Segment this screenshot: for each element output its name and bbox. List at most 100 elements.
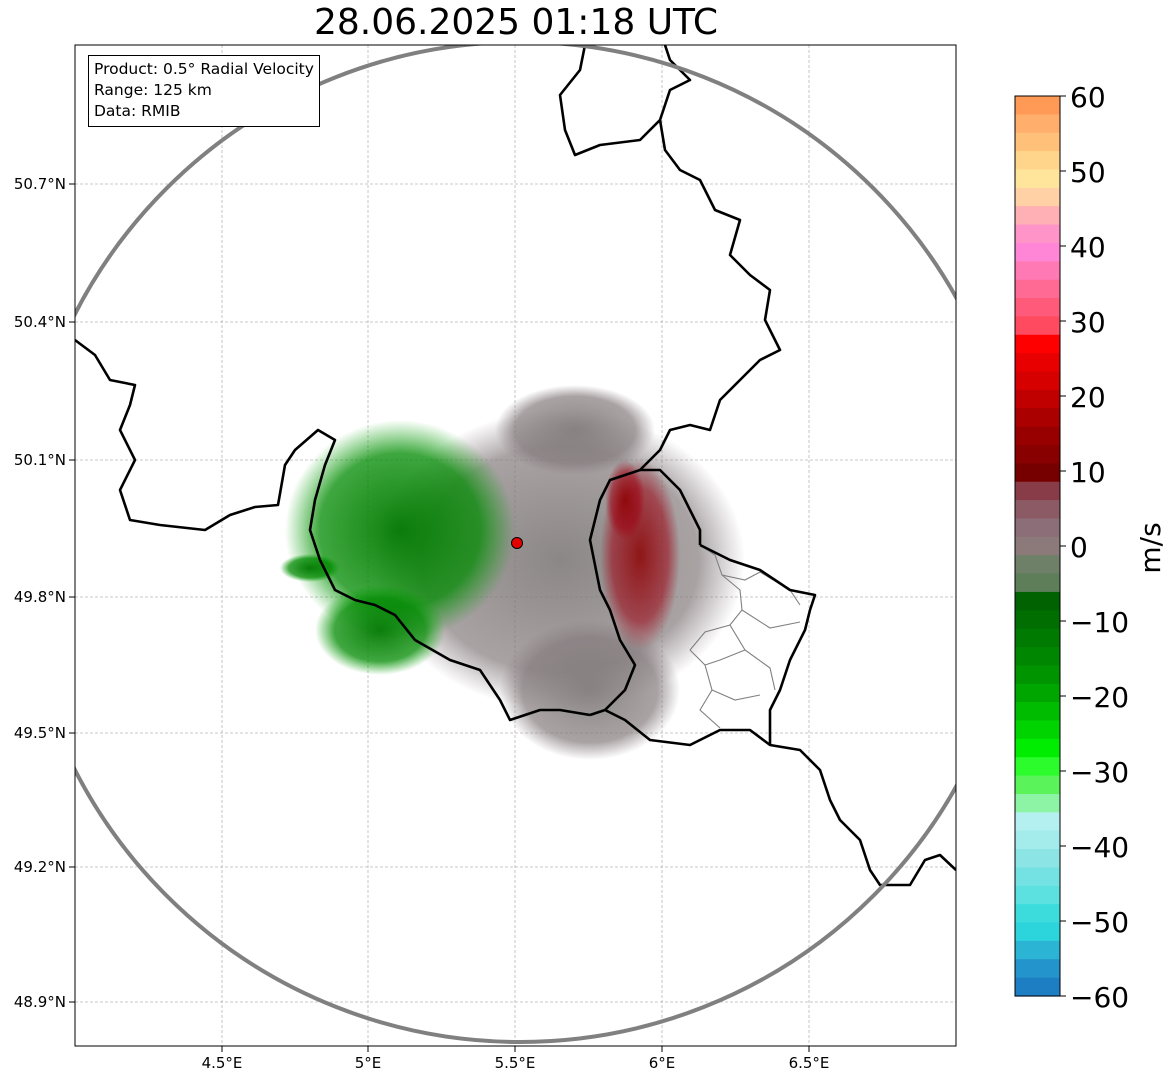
- colorbar-band: [1015, 775, 1060, 795]
- colorbar-band: [1015, 591, 1060, 611]
- colorbar-band: [1015, 793, 1060, 813]
- colorbar-band: [1015, 389, 1060, 409]
- colorbar-band: [1015, 738, 1060, 758]
- colorbar-tick-label: 50: [1070, 156, 1106, 189]
- colorbar-band: [1015, 151, 1060, 171]
- colorbar-band: [1015, 518, 1060, 538]
- border-lux-north: [640, 468, 702, 545]
- colorbar-tick-label: −20: [1070, 681, 1129, 714]
- lat-label: 50.7°N: [14, 175, 66, 193]
- colorbar-band: [1015, 371, 1060, 391]
- colorbar-tick-label: −60: [1070, 981, 1129, 1014]
- colorbar-tick-label: 20: [1070, 381, 1106, 414]
- colorbar-band: [1015, 426, 1060, 446]
- lat-labels: 50.7°N 50.4°N 50.1°N 49.8°N 49.5°N 49.2°…: [14, 175, 66, 1011]
- colorbar-tick-labels: 60 50 40 30 20 10 0 −10 −20 −30 −40 −50 …: [1070, 81, 1129, 1014]
- colorbar-tick-label: 0: [1070, 531, 1088, 564]
- colorbar-tick-label: −50: [1070, 906, 1129, 939]
- colorbar-band: [1015, 444, 1060, 464]
- commune-borders: [689, 544, 801, 729]
- colorbar-band: [1015, 463, 1060, 483]
- colorbar-tick-label: 30: [1070, 306, 1106, 339]
- colorbar-band: [1015, 922, 1060, 942]
- colorbar-band: [1015, 536, 1060, 556]
- colorbar-band: [1015, 316, 1060, 336]
- colorbar-band: [1015, 555, 1060, 575]
- colorbar-tick-label: −10: [1070, 606, 1129, 639]
- colorbar-band: [1015, 206, 1060, 226]
- echo-green-west: [285, 420, 515, 640]
- lat-label: 49.2°N: [14, 858, 66, 876]
- colorbar-band: [1015, 683, 1060, 703]
- radar-site-marker[interactable]: [511, 537, 523, 549]
- colorbar-band: [1015, 812, 1060, 832]
- info-data-source: Data: RMIB: [94, 102, 181, 120]
- colorbar-bands: [1015, 96, 1060, 997]
- info-box: Product: 0.5° Radial Velocity Range: 125…: [88, 55, 320, 127]
- lon-label: 4.5°E: [202, 1054, 243, 1072]
- colorbar-band: [1015, 298, 1060, 318]
- colorbar: 60 50 40 30 20 10 0 −10 −20 −30 −40 −50 …: [1014, 81, 1167, 1014]
- info-product: Product: 0.5° Radial Velocity: [94, 60, 314, 78]
- colorbar-tick-label: 40: [1070, 231, 1106, 264]
- colorbar-band: [1015, 261, 1060, 281]
- colorbar-band: [1015, 610, 1060, 630]
- radar-echoes: [280, 385, 745, 760]
- colorbar-band: [1015, 500, 1060, 520]
- colorbar-band: [1015, 940, 1060, 960]
- lon-label: 5°E: [355, 1054, 382, 1072]
- colorbar-band: [1015, 665, 1060, 685]
- colorbar-tick-label: −30: [1070, 756, 1129, 789]
- country-borders: [75, 45, 956, 887]
- colorbar-band: [1015, 702, 1060, 722]
- colorbar-unit-label: m/s: [1134, 522, 1167, 573]
- tick-marks: [69, 183, 810, 1052]
- colorbar-tick-label: 10: [1070, 456, 1106, 489]
- colorbar-band: [1015, 977, 1060, 997]
- colorbar-band: [1015, 334, 1060, 354]
- colorbar-band: [1015, 959, 1060, 979]
- colorbar-band: [1015, 279, 1060, 299]
- colorbar-band: [1015, 885, 1060, 905]
- echo-grey-south: [500, 620, 680, 760]
- colorbar-band: [1015, 867, 1060, 887]
- colorbar-band: [1015, 904, 1060, 924]
- border-west: [75, 338, 591, 722]
- lat-label: 49.5°N: [14, 724, 66, 742]
- colorbar-tick-label: 60: [1070, 81, 1106, 114]
- colorbar-band: [1015, 573, 1060, 593]
- echo-red-east2: [605, 460, 645, 540]
- lon-label: 6°E: [649, 1054, 676, 1072]
- map-title: 28.06.2025 01:18 UTC: [313, 2, 719, 43]
- echo-grey-north: [495, 385, 655, 475]
- colorbar-band: [1015, 114, 1060, 134]
- border-north-east: [558, 45, 782, 717]
- colorbar-band: [1015, 224, 1060, 244]
- colorbar-band: [1015, 849, 1060, 869]
- colorbar-band: [1015, 169, 1060, 189]
- lat-label: 49.8°N: [14, 588, 66, 606]
- echo-green-farwest: [280, 554, 340, 582]
- colorbar-band: [1015, 757, 1060, 777]
- lon-labels: 4.5°E 5°E 5.5°E 6°E 6.5°E: [202, 1054, 830, 1072]
- info-range: Range: 125 km: [94, 81, 212, 99]
- lat-label: 50.1°N: [14, 451, 66, 469]
- lat-label: 48.9°N: [14, 993, 66, 1011]
- colorbar-band: [1015, 242, 1060, 262]
- colorbar-band: [1015, 408, 1060, 428]
- colorbar-band: [1015, 353, 1060, 373]
- colorbar-band: [1015, 96, 1060, 115]
- colorbar-band: [1015, 830, 1060, 850]
- echo-green-southwest: [315, 585, 445, 675]
- colorbar-tick-label: −40: [1070, 831, 1129, 864]
- range-ring: [75, 45, 956, 1044]
- border-south-east: [604, 708, 956, 887]
- colorbar-ticks: [1060, 95, 1066, 997]
- colorbar-band: [1015, 132, 1060, 152]
- border-lux-east: [699, 543, 817, 745]
- colorbar-band: [1015, 481, 1060, 501]
- colorbar-band: [1015, 628, 1060, 648]
- lat-label: 50.4°N: [14, 313, 66, 331]
- lon-label: 5.5°E: [495, 1054, 536, 1072]
